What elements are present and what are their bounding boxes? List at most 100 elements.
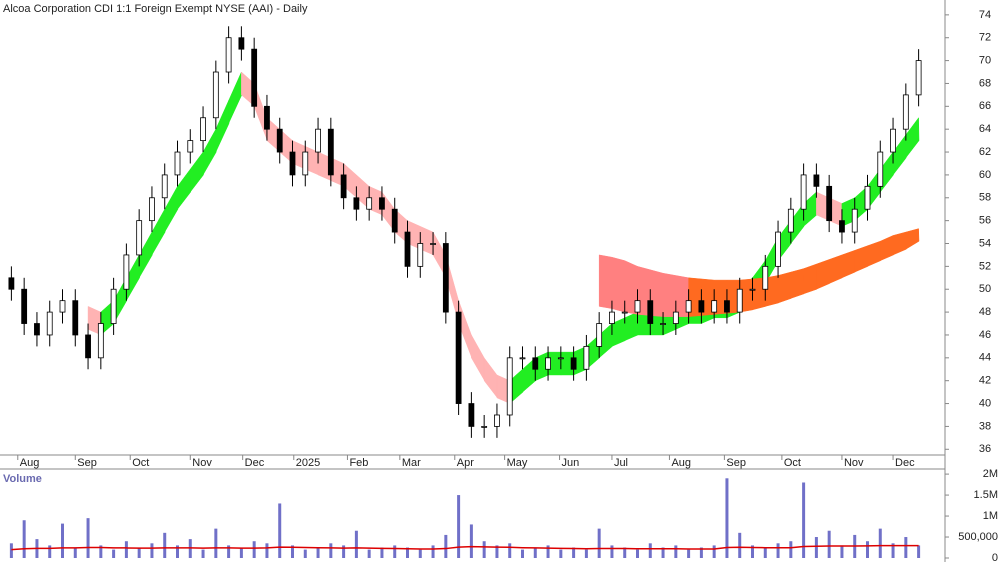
y-tick-label: 40 <box>979 397 991 409</box>
candle-body <box>340 174 347 199</box>
y-tick-label: 54 <box>979 237 991 249</box>
volume-bar <box>597 528 601 558</box>
y-tick-label: 68 <box>979 77 991 89</box>
x-tick-label: Sep <box>726 457 746 469</box>
volume-bar <box>163 532 167 558</box>
volume-bar <box>99 545 103 558</box>
candle-body <box>532 357 539 370</box>
y-tick-label: 62 <box>979 146 991 158</box>
x-tick-label: Oct <box>132 457 149 469</box>
candle-body <box>21 288 28 324</box>
volume-bar <box>533 547 537 558</box>
y-tick-label: 60 <box>979 169 991 181</box>
volume-bar <box>406 547 409 558</box>
x-tick-label: Aug <box>671 457 691 469</box>
volume-bar <box>380 547 384 558</box>
candle-body <box>545 357 551 370</box>
candle-body <box>34 323 40 336</box>
y-tick-label: 52 <box>979 260 991 272</box>
volume-bar <box>342 545 346 558</box>
candle-body <box>302 151 309 176</box>
volume-bar <box>776 543 780 558</box>
volume-bar <box>150 543 154 558</box>
volume-bar <box>137 547 141 558</box>
candle-body <box>672 311 679 324</box>
y-tick-label: 48 <box>979 306 991 318</box>
x-tick-label: Aug <box>20 457 40 469</box>
y-tick-label: 66 <box>979 100 991 112</box>
volume-bar <box>699 547 703 558</box>
volume-bar <box>239 547 243 558</box>
volume-bar <box>789 541 793 558</box>
candle-body <box>519 357 526 360</box>
candle-body <box>149 197 155 222</box>
candle-body <box>685 300 692 313</box>
candle-body <box>72 300 79 336</box>
candle-body <box>864 185 871 210</box>
x-tick-label: Dec <box>245 457 265 469</box>
volume-bar <box>291 545 294 558</box>
candle-body <box>379 197 385 210</box>
candle-body <box>468 403 475 427</box>
candle-body <box>557 357 564 360</box>
volume-bar <box>329 543 333 558</box>
candle-body <box>890 128 896 153</box>
candle-body <box>225 37 232 73</box>
candle-body <box>724 300 730 313</box>
candle-body <box>417 243 424 267</box>
ribbon-segment <box>164 185 179 234</box>
volume-bar <box>878 528 882 558</box>
candle-body <box>494 414 500 427</box>
x-tick-label: Jul <box>614 457 628 469</box>
candle-body <box>212 71 219 119</box>
volume-bar <box>214 528 218 558</box>
x-tick-label: Nov <box>844 457 864 469</box>
y-tick-label: 42 <box>979 375 991 387</box>
volume-tick-label: 1M <box>983 510 998 522</box>
volume-bar <box>891 543 895 558</box>
candle-body <box>59 300 66 313</box>
volume-bar <box>9 543 13 558</box>
candle-body <box>442 243 449 313</box>
ribbon-segment <box>790 268 805 299</box>
candle-body <box>251 48 258 107</box>
volume-bar <box>265 543 269 558</box>
volume-title: Volume <box>3 473 42 485</box>
volume-bar <box>444 534 448 558</box>
volume-bar <box>917 545 921 558</box>
candle-body <box>276 128 283 153</box>
candle-body <box>366 197 373 210</box>
candle-body <box>481 426 488 428</box>
candle-body <box>762 265 769 290</box>
x-tick-label: Jun <box>562 457 580 469</box>
volume-bar <box>802 482 806 558</box>
candle-body <box>698 300 705 313</box>
candle-body <box>238 37 245 50</box>
y-tick-label: 38 <box>979 420 991 432</box>
volume-bar <box>725 478 729 558</box>
ribbon-segment <box>611 256 626 313</box>
y-tick-label: 36 <box>979 443 991 455</box>
volume-bar <box>712 545 716 558</box>
candle-body <box>187 140 194 153</box>
volume-bar <box>572 547 576 558</box>
ribbon-segment <box>151 208 166 256</box>
volume-bar <box>112 549 116 558</box>
candle-body <box>711 300 718 313</box>
volume-bar <box>840 545 844 558</box>
volume-bar <box>316 547 320 558</box>
candle-body <box>596 323 603 347</box>
volume-bar <box>738 532 742 558</box>
volume-bar <box>521 549 524 558</box>
candle-body <box>609 311 615 324</box>
candle-body <box>634 300 641 313</box>
candle-body <box>787 208 794 233</box>
candle-body <box>621 311 628 314</box>
candle-body <box>110 288 117 324</box>
candle-body <box>813 174 820 187</box>
volume-tick-label: 1.5M <box>974 489 998 501</box>
y-tick-label: 74 <box>979 9 991 21</box>
